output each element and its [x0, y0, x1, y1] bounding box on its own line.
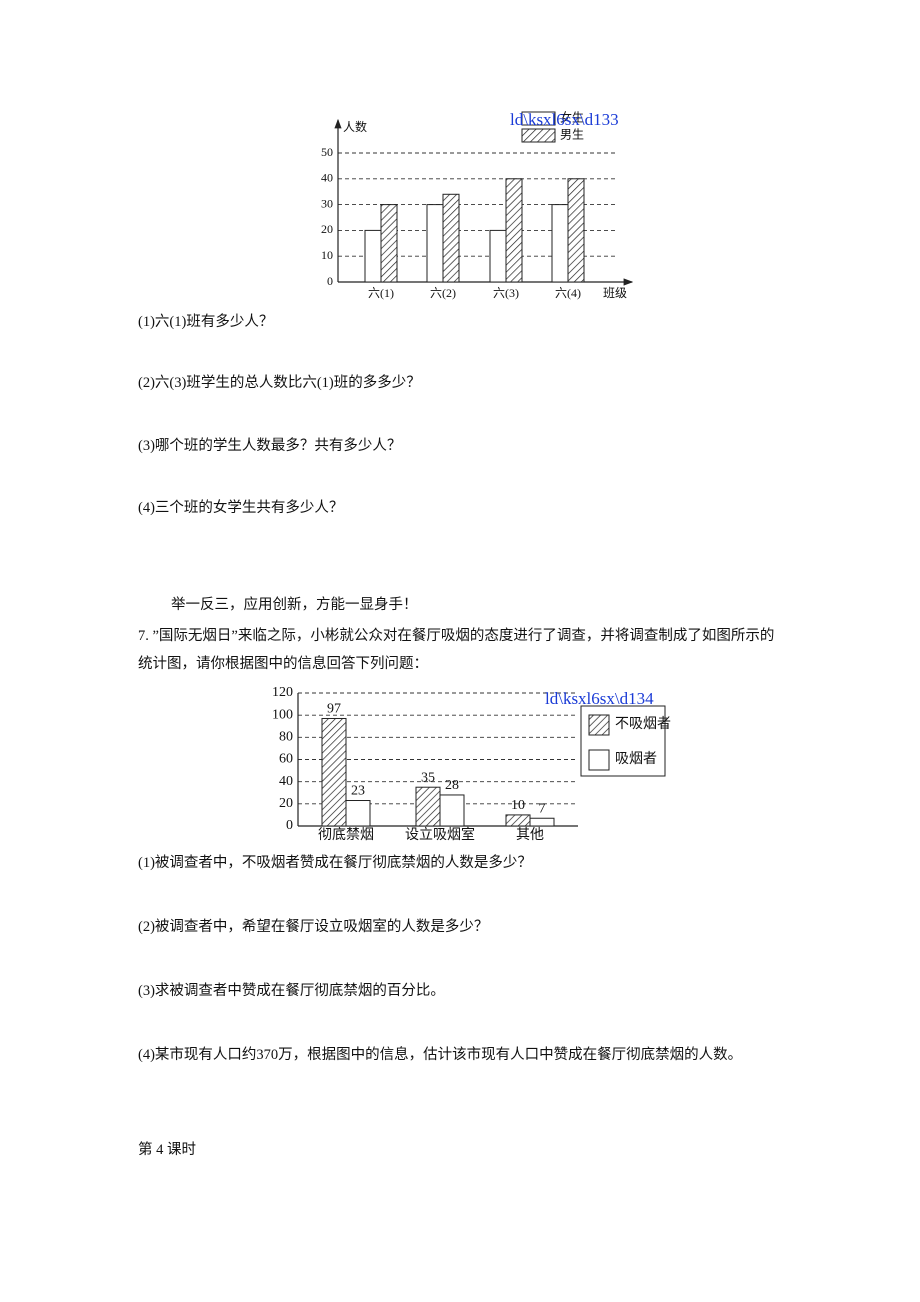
- x-tick-label: 六(4): [555, 286, 581, 300]
- x-tick-label: 彻底禁烟: [318, 827, 374, 843]
- footer: 第 4 课时: [138, 1142, 196, 1158]
- data-label: 10: [511, 798, 525, 813]
- y-tick-label: 60: [279, 752, 293, 767]
- data-label: 7: [539, 801, 546, 816]
- y-tick-label: 30: [321, 196, 333, 210]
- question: (1)六(1)班有多少人？: [138, 314, 274, 330]
- y-tick-label: 20: [279, 796, 293, 811]
- legend-label: 男生: [560, 127, 584, 141]
- question: (3)求被调查者中赞成在餐厅彻底禁烟的百分比。: [138, 983, 445, 999]
- x-axis-label: 班级: [603, 286, 627, 300]
- watermark: ld\ksxl6sx\d133: [510, 110, 619, 129]
- legend-label: 女生: [560, 109, 584, 124]
- legend-swatch: [588, 749, 610, 771]
- legend-swatch: [521, 128, 556, 143]
- y-tick-label: 0: [327, 274, 333, 288]
- question: (4)某市现有人口约370万，根据图中的信息，估计该市现有人口中赞成在餐厅彻底禁…: [138, 1047, 743, 1063]
- bar: [321, 717, 347, 827]
- bar: [415, 786, 441, 827]
- y-tick-label: 20: [321, 222, 333, 236]
- bar: [489, 229, 507, 283]
- question: (4)三个班的女学生共有多少人？: [138, 500, 344, 516]
- data-label: 97: [327, 702, 341, 717]
- y-tick-label: 10: [321, 248, 333, 262]
- bar: [551, 204, 569, 283]
- x-tick-label: 设立吸烟室: [405, 826, 475, 843]
- y-tick-label: 120: [272, 685, 293, 700]
- question: (2)被调查者中，希望在餐厅设立吸烟室的人数是多少？: [138, 919, 489, 935]
- x-tick-label: 六(3): [493, 286, 519, 300]
- y-tick-label: 40: [321, 171, 333, 185]
- bar: [442, 193, 460, 283]
- data-label: 23: [351, 784, 365, 799]
- bar: [567, 178, 585, 283]
- y-axis-label: 人数: [343, 119, 367, 134]
- legend-swatch: [521, 111, 556, 126]
- data-label: 35: [421, 770, 435, 785]
- x-tick-label: 六(1): [368, 286, 394, 300]
- bar: [345, 800, 371, 827]
- question: (2)六(3)班学生的总人数比六(1)班的多多少？: [138, 375, 421, 391]
- y-tick-label: 80: [279, 730, 293, 745]
- bar: [529, 817, 555, 827]
- legend-swatch: [588, 714, 610, 736]
- question: (1)被调查者中，不吸烟者赞成在餐厅彻底禁烟的人数是多少？: [138, 855, 532, 871]
- bar: [505, 178, 523, 283]
- x-tick-label: 六(2): [430, 286, 456, 300]
- data-label: 28: [445, 778, 459, 793]
- bar: [364, 229, 382, 283]
- bar: [439, 794, 465, 827]
- y-tick-label: 40: [279, 774, 293, 789]
- bar: [380, 204, 398, 283]
- legend-label: 不吸烟者: [615, 716, 671, 732]
- watermark: ld\ksxl6sx\d134: [545, 689, 654, 708]
- x-tick-label: 其他: [516, 827, 544, 843]
- y-tick-label: 0: [286, 818, 293, 833]
- y-tick-label: 100: [272, 707, 293, 722]
- y-tick-label: 50: [321, 145, 333, 159]
- bar: [426, 204, 444, 283]
- problem: 7. ”国际无烟日”来临之际，小彬就公众对在餐厅吸烟的态度进行了调查，并将调查制…: [138, 628, 775, 672]
- motto: 举一反三，应用创新，方能一显身手！: [171, 597, 418, 613]
- legend-label: 吸烟者: [615, 751, 657, 767]
- question: (3)哪个班的学生人数最多？共有多少人？: [138, 438, 402, 454]
- bar: [505, 814, 531, 827]
